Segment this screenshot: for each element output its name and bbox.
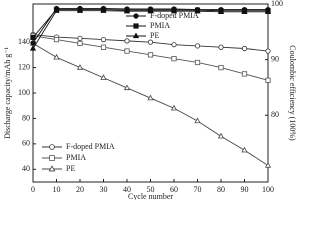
marker [265, 77, 271, 83]
marker [241, 146, 248, 153]
y-tick-label: 100 [18, 88, 30, 97]
marker [218, 64, 224, 71]
marker [147, 7, 154, 14]
marker [217, 132, 225, 139]
marker [133, 13, 139, 19]
marker [77, 40, 83, 47]
chart: Discharge capacity/mAh g⁻¹ Coulombic eff… [3, 0, 297, 200]
marker [76, 7, 84, 13]
y-tick-label: 60 [22, 139, 30, 148]
marker [147, 52, 154, 58]
marker [49, 144, 55, 150]
marker [29, 45, 37, 51]
marker [171, 42, 177, 48]
marker [147, 39, 154, 45]
legend-label: F-doped PMIA [66, 142, 115, 151]
marker [124, 38, 130, 44]
y2-tick-label: 80 [271, 110, 279, 119]
y2-axis-label: Coulombic efficiency (100%) [288, 45, 297, 141]
marker [53, 7, 60, 13]
marker [147, 94, 154, 101]
marker [264, 8, 272, 14]
x-tick-label: 40 [123, 185, 131, 194]
marker [30, 34, 36, 40]
marker [194, 59, 201, 66]
marker [77, 35, 83, 41]
x-tick-label: 0 [31, 185, 35, 194]
x-tick-label: 10 [53, 185, 61, 194]
marker [53, 53, 60, 60]
marker [30, 40, 36, 46]
x-tick-label: 70 [194, 185, 202, 194]
marker [218, 44, 224, 50]
x-tick-label: 100 [262, 185, 274, 194]
y2-tick-label: 90 [271, 54, 279, 63]
marker [100, 44, 107, 50]
y-tick-label: 120 [18, 62, 30, 71]
y-tick-label: 40 [22, 164, 30, 173]
marker [49, 155, 55, 161]
marker [265, 48, 271, 54]
marker [170, 7, 178, 14]
x-tick-label: 80 [217, 185, 225, 194]
marker [241, 8, 248, 14]
marker [264, 162, 272, 168]
marker [123, 84, 131, 91]
y2-tick-label: 100 [271, 0, 283, 8]
marker [100, 36, 107, 43]
marker [194, 43, 201, 49]
x-tick-label: 60 [170, 185, 178, 194]
marker [171, 56, 177, 62]
marker [194, 7, 201, 14]
marker [194, 117, 201, 124]
x-tick-label: 50 [147, 185, 155, 194]
marker [100, 74, 107, 80]
marker [241, 71, 248, 77]
legend-label: PMIA [66, 153, 86, 162]
y-tick-label: 80 [22, 113, 30, 122]
marker [48, 165, 56, 172]
marker [53, 37, 60, 43]
y-tick-label: 140 [18, 37, 30, 46]
legend-label: F-doped PMIA [150, 11, 199, 20]
marker [124, 48, 130, 54]
x-tick-label: 90 [241, 185, 249, 194]
y-axis-label: Discharge capacity/mAh g⁻¹ [3, 47, 12, 139]
x-tick-label: 30 [100, 185, 108, 194]
legend-label: PMIA [150, 21, 170, 30]
legend-label: PE [66, 164, 75, 173]
marker [123, 7, 131, 14]
marker [217, 8, 225, 14]
marker [100, 7, 107, 13]
marker [76, 64, 84, 70]
legend-label: PE [150, 31, 159, 40]
marker [241, 45, 248, 52]
x-axis-label: Cycle number [128, 192, 173, 200]
marker [170, 104, 178, 111]
marker [133, 23, 139, 29]
x-tick-label: 20 [76, 185, 84, 194]
marker [132, 32, 140, 39]
